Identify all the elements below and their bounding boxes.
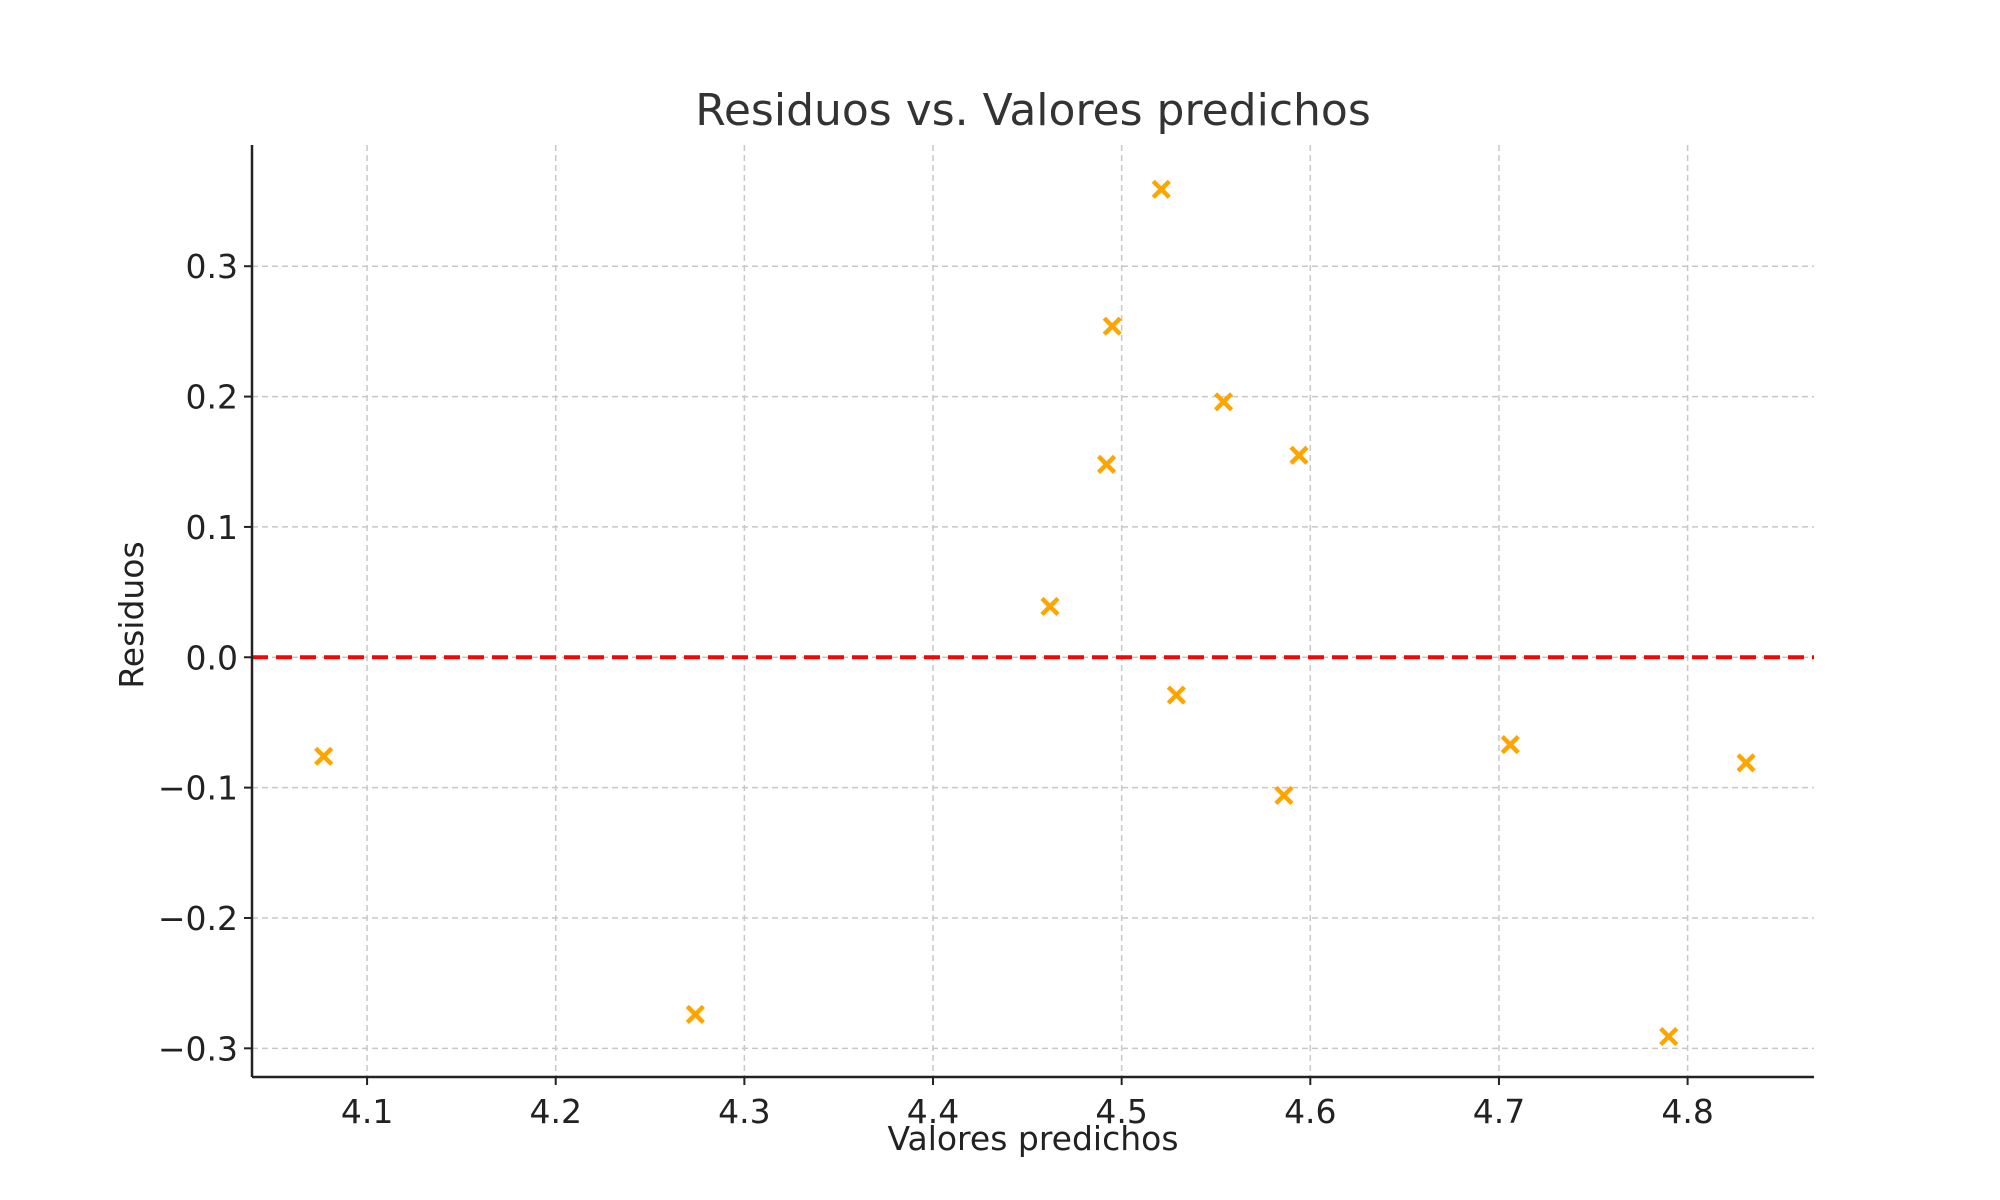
- data-points-layer: [314, 179, 1756, 1047]
- x-tick-label: 4.7: [1473, 1092, 1525, 1131]
- x-tick-label: 4.3: [718, 1092, 770, 1131]
- x-tick-label: 4.1: [341, 1092, 393, 1131]
- y-tick-label: 0.3: [186, 247, 238, 286]
- y-tick-label: 0.1: [186, 508, 238, 547]
- data-point: [1500, 735, 1520, 755]
- data-point: [1274, 785, 1294, 806]
- data-point: [685, 1004, 705, 1025]
- y-axis-label: Residuos: [112, 541, 151, 688]
- x-tick-label: 4.5: [1095, 1092, 1147, 1131]
- data-point: [1289, 445, 1309, 465]
- x-tick-label: 4.6: [1284, 1092, 1336, 1131]
- data-point: [1102, 316, 1122, 336]
- data-point: [1736, 753, 1756, 773]
- data-point: [1096, 454, 1117, 474]
- x-axis-label: Valores predichos: [887, 1119, 1178, 1158]
- data-point: [1151, 179, 1171, 199]
- grid-layer: [252, 145, 1814, 1077]
- y-tick-label: 0.2: [186, 378, 238, 417]
- tick-layer: 4.1 4.2 4.3 4.4 4.5 4.6 4.7 4.8 −0.3 −0.2 −0.1 0.0 0…: [158, 247, 1714, 1131]
- y-tick-label: −0.2: [158, 899, 238, 938]
- data-point: [1213, 392, 1234, 412]
- y-tick-label: −0.1: [158, 769, 238, 808]
- data-point: [1166, 685, 1186, 705]
- x-tick-label: 4.8: [1661, 1092, 1713, 1131]
- data-point: [1659, 1027, 1679, 1047]
- x-tick-label: 4.2: [529, 1092, 581, 1131]
- axes-layer: [250, 145, 1814, 1079]
- data-point: [314, 746, 334, 766]
- y-tick-label: −0.3: [158, 1029, 238, 1068]
- chart-title: Residuos vs. Valores predichos: [695, 85, 1371, 136]
- y-tick-label: 0.0: [186, 638, 238, 677]
- x-tick-label: 4.4: [907, 1092, 959, 1131]
- data-point: [1040, 596, 1060, 617]
